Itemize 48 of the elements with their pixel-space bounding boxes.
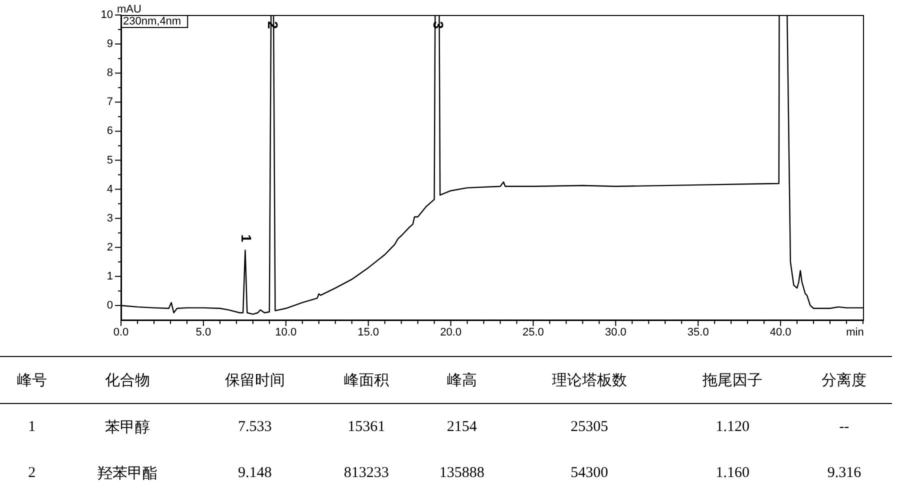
- text: 分离度: [796, 356, 892, 404]
- y-tick-label: 8: [106, 67, 113, 80]
- text: 苯甲醇: [104, 418, 151, 438]
- text: 拖尾因子: [668, 356, 796, 404]
- x-tick-label: 10.0: [275, 326, 297, 339]
- y-axis-title: mAU: [117, 4, 142, 16]
- y-tick-label: 0: [106, 300, 113, 312]
- x-tick-label: 35.0: [687, 326, 709, 339]
- text: 理论塔板数: [510, 356, 669, 404]
- x-tick-label: 0.0: [113, 326, 129, 339]
- text: 25305: [570, 418, 610, 436]
- x-tick-label: 40.0: [770, 326, 792, 339]
- text: 9.148: [236, 464, 273, 482]
- text: 2: [27, 464, 37, 482]
- text: 9.316: [826, 464, 862, 482]
- text: 1.160: [714, 464, 751, 482]
- text: 化合物: [64, 356, 192, 404]
- x-tick-label: 25.0: [522, 326, 544, 339]
- text: 15361: [346, 418, 386, 436]
- y-tick-label: 7: [106, 96, 113, 108]
- text: 羟苯甲酯: [96, 464, 158, 484]
- text: --: [838, 418, 850, 436]
- x-tick-label: 20.0: [440, 326, 462, 339]
- x-tick-label: 5.0: [196, 326, 212, 339]
- x-tick-label: 15.0: [358, 326, 380, 339]
- x-tick-label: 30.0: [604, 326, 626, 339]
- text: 813233: [342, 464, 390, 482]
- annotation: 1: [238, 234, 254, 242]
- y-tick-label: 6: [106, 125, 113, 138]
- y-tick-label: 5: [106, 154, 113, 166]
- y-tick-label: 2: [106, 241, 113, 254]
- text: 1: [27, 418, 37, 436]
- y-tick-label: 9: [106, 38, 113, 50]
- text: 54300: [570, 464, 610, 482]
- y-tick-label: 4: [106, 183, 113, 196]
- text: 7.533: [236, 418, 273, 436]
- y-tick-label: 10: [100, 9, 113, 22]
- text: 135888: [438, 464, 486, 482]
- text: 峰号: [0, 356, 64, 404]
- y-tick-label: 3: [106, 212, 113, 224]
- x-axis-title: min: [846, 326, 864, 339]
- annotation: 230nm,4nm: [123, 16, 182, 28]
- y-tick-label: 1: [106, 270, 113, 282]
- text: 保留时间: [191, 356, 319, 404]
- text: 峰高: [414, 356, 510, 404]
- text: 2154: [446, 418, 478, 436]
- text: 1.120: [714, 418, 751, 436]
- text: 峰面积: [318, 356, 414, 404]
